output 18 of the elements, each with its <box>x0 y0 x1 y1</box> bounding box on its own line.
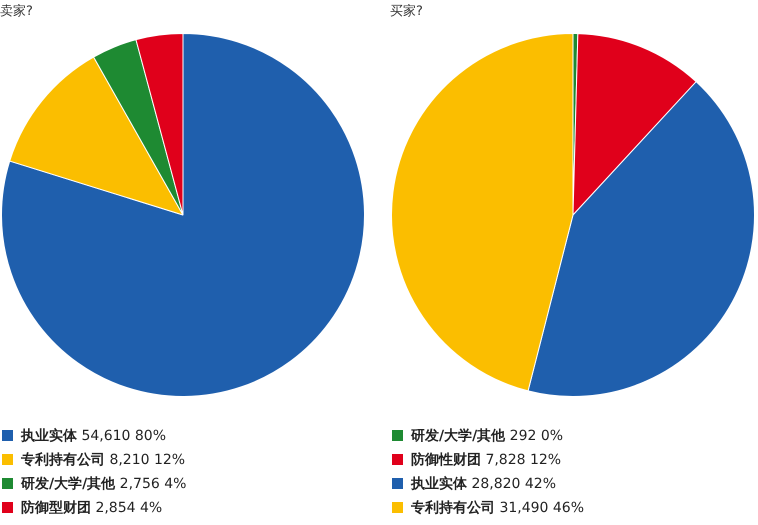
legend-label: 研发/大学/其他 <box>21 476 116 492</box>
data-label: 31,490 46% <box>498 500 584 516</box>
data-label: 28,820 42% <box>470 476 556 492</box>
data-label: 7,828 12% <box>484 452 562 468</box>
legend-label: 执业实体 <box>411 476 467 492</box>
data-label: 54,610 80% <box>80 428 166 444</box>
legend-label: 研发/大学/其他 <box>411 428 506 444</box>
data-label: 2,854 4% <box>94 500 162 516</box>
legend-label: 专利持有公司 <box>21 452 105 468</box>
chart-title: 卖家? <box>0 3 33 20</box>
data-label: 292 0% <box>508 428 564 444</box>
legend-label: 执业实体 <box>21 428 77 444</box>
legend-label: 防御型财团 <box>21 500 91 516</box>
legend-label: 专利持有公司 <box>411 500 495 516</box>
chart-title: 买家? <box>390 3 423 20</box>
legend-label: 防御性财团 <box>411 452 481 468</box>
data-label: 2,756 4% <box>118 476 186 492</box>
data-label: 8,210 12% <box>108 452 186 468</box>
